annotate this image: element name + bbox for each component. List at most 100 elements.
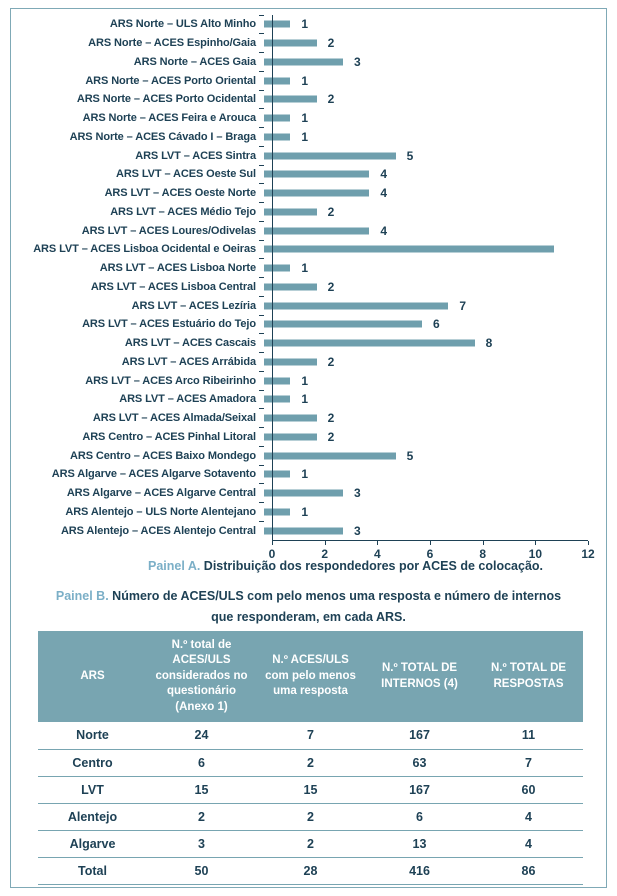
table-header-cell: N.º total de ACES/ULS considerados no qu… [147,631,256,722]
bar [264,339,475,347]
category-label: ARS LVT – ACES Oeste Sul [115,168,256,181]
bar [264,77,291,85]
bar-plot-area [259,239,580,259]
panel-b-caption-label: Painel B. [55,589,109,603]
category-label: ARS Centro – ACES Baixo Mondego [70,449,256,462]
bar [264,489,343,497]
bar-plot-area: 2 [259,277,580,297]
category-label: ARS LVT – ACES Arco Ribeirinho [85,374,256,387]
x-axis-tick-label: 8 [479,547,486,561]
bar-plot-area: 1 [259,464,580,484]
table-cell: Algarve [38,830,147,858]
panel-a-bar-chart: ARS Norte – ULS Alto Minho 1 ARS Norte – A… [10,14,595,564]
table-body: Norte 24 7 167 11 Centro 6 2 63 7 LVT 15 15 167 60 Alen… [38,722,583,885]
x-axis-tick [482,541,484,545]
table-cell: 416 [365,857,474,885]
bar-value-label: 6 [433,317,440,332]
panel-a-caption-text: Distribuição dos respondedores por ACES … [200,559,543,573]
bar-value-label: 2 [327,36,335,51]
bar-plot-area: 1 [259,70,580,90]
table-cell: 24 [147,722,256,750]
bar-value-label: 2 [327,429,335,444]
bar-plot-area: 8 [259,333,580,353]
bar [264,114,291,122]
x-axis-tick [588,541,589,545]
table-cell: 3 [147,830,256,858]
table-cell: 28 [256,857,365,885]
category-label: ARS Norte – ULS Alto Minho [109,18,256,31]
category-label: ARS Norte – ACES Porto Ocidental [76,93,256,106]
category-label: ARS Norte – ACES Gaia [133,55,256,68]
bar-plot-area: 1 [259,258,580,278]
x-axis-tick [272,541,273,545]
chart-row: ARS LVT – ACES Almada/Seixal 2 [10,408,588,428]
x-axis-tick-label: 12 [581,547,595,561]
bar [264,302,449,310]
chart-row: ARS Norte – ACES Feira e Arouca 1 [10,108,588,128]
category-label: ARS LVT – ACES Estuário do Tejo [82,318,256,331]
table-cell: 7 [256,722,365,750]
table-cell: Norte [38,722,147,750]
bar-plot-area: 1 [259,389,580,409]
bar-plot-area: 3 [259,52,580,72]
table-cell: 167 [365,776,474,804]
panel-b-caption-text: Número de ACES/ULS com pelo menos uma re… [108,589,562,624]
bar-value-label: 8 [485,336,493,351]
bar-value-label: 2 [327,411,335,426]
bar [264,377,291,385]
table-header: ARS N.º total de ACES/ULS considerados no… [38,631,583,722]
table-header-cell: N.º ACES/ULS com pelo menos uma resposta [256,631,365,722]
panel-b-table: ARS N.º total de ACES/ULS considerados no… [38,631,583,885]
x-axis-tick [535,541,537,545]
chart-row: ARS LVT – ACES Oeste Norte 4 [10,183,588,203]
table-cell: 6 [147,749,256,777]
x-axis-tick-label: 4 [373,547,381,561]
table-cell: 15 [256,776,365,804]
bar [264,264,291,272]
table-cell: 63 [365,749,474,777]
bar-plot-area: 5 [259,445,580,465]
table-cell: 13 [365,830,474,858]
bar [264,227,370,235]
table-row: Algarve 3 2 13 4 [38,830,583,858]
chart-row: ARS LVT – ACES Sintra 5 [10,145,588,165]
x-axis-tick [377,541,379,545]
bar-rows: ARS Norte – ULS Alto Minho 1 ARS Norte – A… [10,14,588,540]
chart-row: ARS Norte – ULS Alto Minho 1 [10,14,588,34]
chart-row: ARS Norte – ACES Espinho/Gaia 2 [10,33,588,53]
chart-row: ARS LVT – ACES Arco Ribeirinho 1 [10,370,588,390]
table-cell: 2 [256,749,365,777]
bar [264,170,370,178]
table-cell: 6 [365,803,474,831]
category-label: ARS Norte – ACES Espinho/Gaia [88,37,256,50]
bar-value-label: 1 [301,261,309,276]
bar-plot-area: 2 [259,202,580,222]
table-cell: 86 [474,857,583,885]
panel-a-caption: Painel A. Distribuição dos respondedores… [10,559,607,573]
bar-value-label: 1 [301,17,309,32]
bar-plot-area: 7 [259,295,580,315]
bar [264,133,291,141]
bar [264,358,317,366]
chart-row: ARS Centro – ACES Baixo Mondego 5 [10,445,588,465]
category-label: ARS Algarve – ACES Algarve Sotavento [51,468,256,481]
table-cell: 4 [474,830,583,858]
table-cell: Total [38,857,147,885]
bar-plot-area: 3 [259,483,580,503]
bar [264,20,291,28]
chart-row: ARS Algarve – ACES Algarve Sotavento 1 [10,464,588,484]
chart-row: ARS Algarve – ACES Algarve Central 3 [10,483,588,503]
bar-plot-area: 5 [259,145,580,165]
category-label: ARS LVT – ACES Sintra [135,149,256,162]
bar-plot-area: 2 [259,33,580,53]
bar-value-label: 1 [301,467,309,482]
table-row: Centro 6 2 63 7 [38,749,583,777]
panel-a-caption-label: Painel A. [147,559,201,573]
category-label: ARS LVT – ACES Almada/Seixal [92,412,256,425]
chart-row: ARS LVT – ACES Lisboa Central 2 [10,277,588,297]
bar [264,395,291,403]
bar-plot-area: 4 [259,164,580,184]
bar [264,208,317,216]
x-axis-tick [430,541,431,545]
x-axis-tick-label: 0 [268,547,276,561]
